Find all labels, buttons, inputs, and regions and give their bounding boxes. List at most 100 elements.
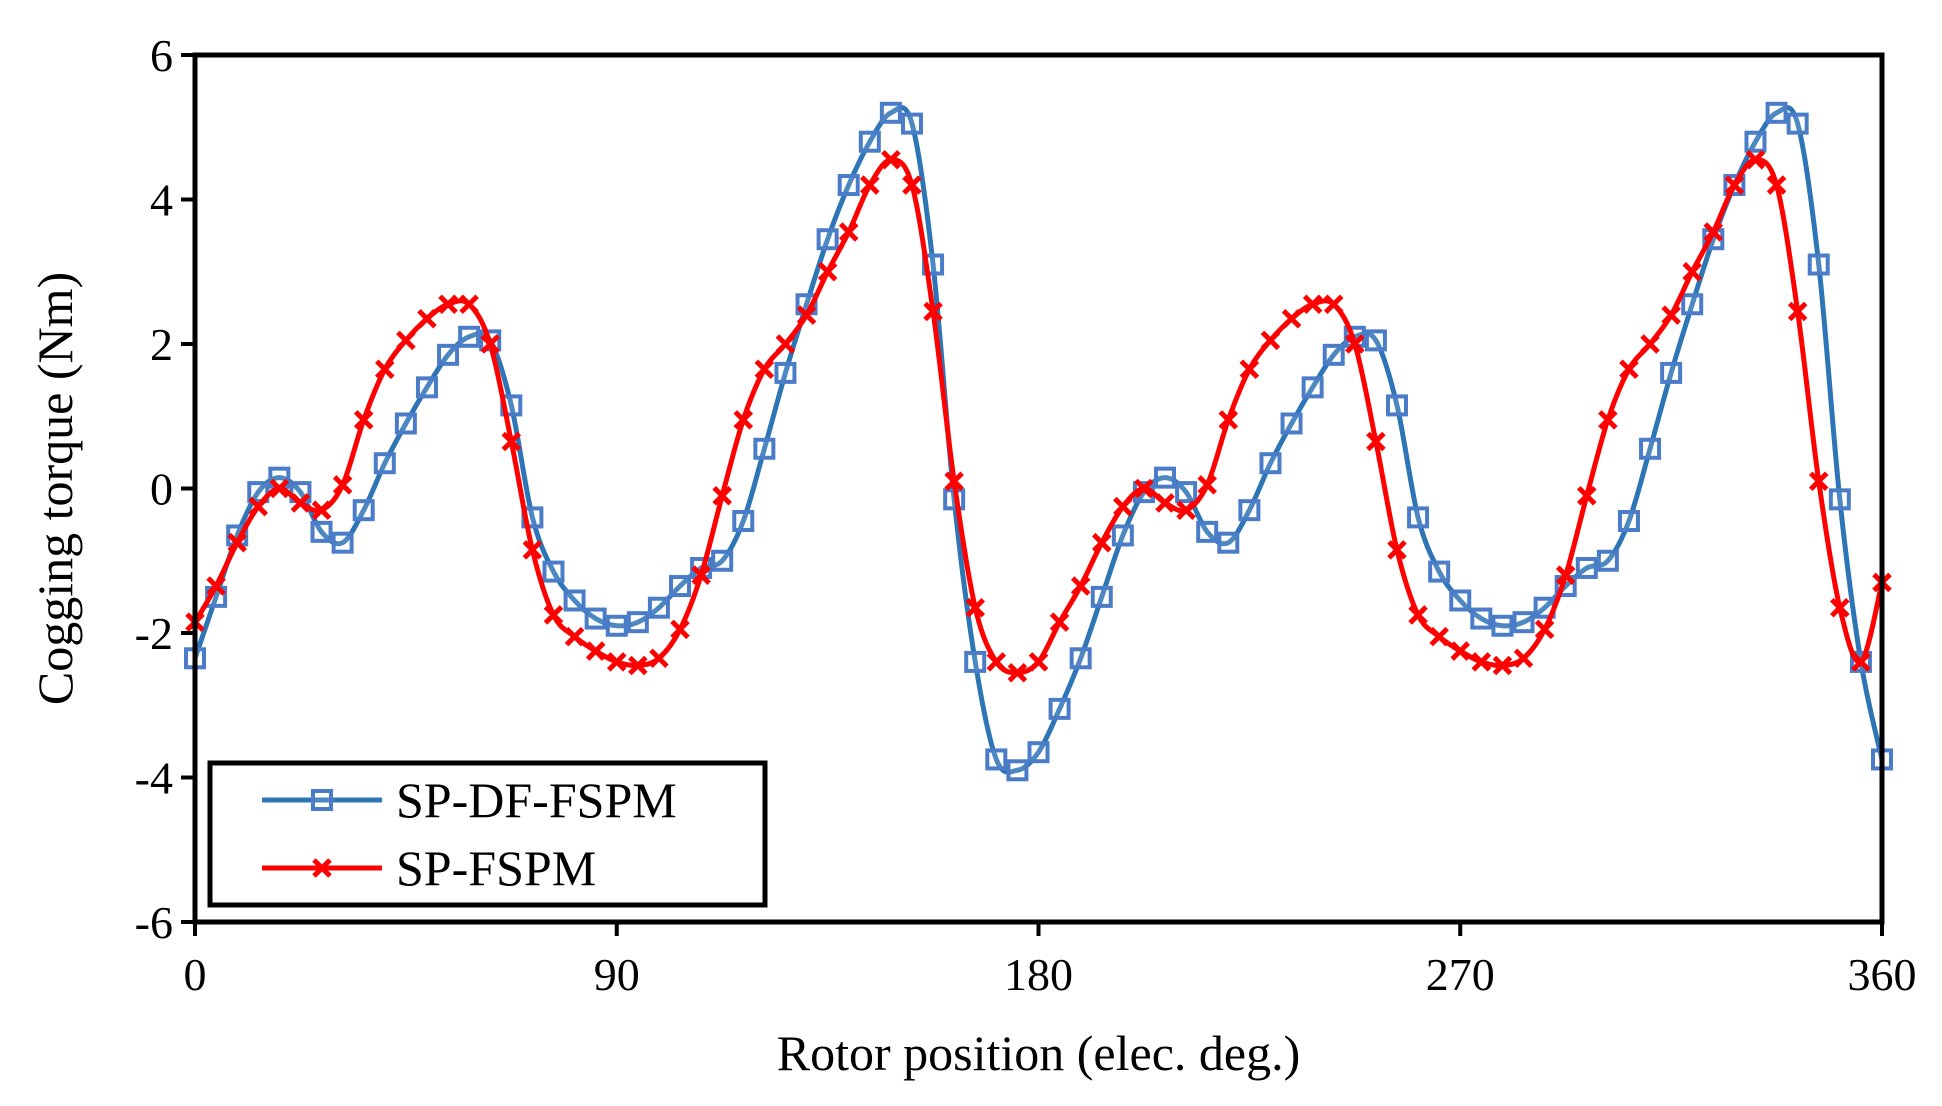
data-point-marker <box>1345 334 1365 354</box>
data-point-marker <box>838 222 859 242</box>
data-point-marker <box>1577 485 1597 506</box>
data-point-marker <box>711 549 734 572</box>
data-point-marker <box>796 305 817 325</box>
x-marker-stroke <box>1429 626 1449 647</box>
data-point-marker <box>1176 500 1196 520</box>
data-point-marker <box>1512 611 1535 634</box>
data-point-marker <box>1617 510 1640 533</box>
data-point-marker <box>775 334 796 354</box>
x-axis-title: Rotor position (elec. deg.) <box>777 1025 1301 1081</box>
series-sp-fspm <box>185 149 1892 683</box>
data-point-marker <box>1260 330 1281 351</box>
data-point-marker <box>290 493 311 513</box>
data-point-marker <box>733 410 754 430</box>
data-point-marker <box>879 101 902 124</box>
series-sp-df-fspm <box>184 101 1893 782</box>
x-marker-stroke <box>1197 475 1217 495</box>
x-marker-stroke <box>944 471 964 492</box>
x-marker-stroke <box>1851 652 1871 672</box>
x-marker-stroke <box>459 294 479 315</box>
data-point-marker <box>965 597 986 618</box>
data-point-marker <box>1197 475 1217 495</box>
data-point-marker <box>860 175 880 195</box>
data-point-marker <box>437 343 460 366</box>
data-point-marker <box>1513 648 1534 669</box>
data-point-marker <box>1534 619 1555 640</box>
x-marker-stroke <box>480 334 500 354</box>
data-point-marker <box>1385 394 1408 417</box>
x-marker-stroke <box>1661 305 1681 325</box>
data-point-marker <box>1639 437 1662 460</box>
x-marker-stroke <box>1830 597 1850 618</box>
data-point-marker <box>1786 112 1809 135</box>
data-point-marker <box>1217 531 1240 554</box>
data-point-marker <box>669 575 692 598</box>
x-marker-stroke <box>881 149 901 170</box>
data-point-marker <box>1851 652 1871 672</box>
legend-entry: SP-DF-FSPM <box>262 772 677 828</box>
x-marker-stroke <box>312 858 332 878</box>
x-marker-stroke <box>1028 652 1049 672</box>
data-point-marker <box>1555 565 1576 585</box>
data-point-marker <box>1807 253 1830 276</box>
x-marker-stroke <box>396 330 416 351</box>
data-point-marker <box>712 485 732 506</box>
x-marker-stroke <box>227 532 247 553</box>
data-point-marker <box>1745 149 1766 170</box>
x-marker-stroke <box>1555 565 1576 585</box>
data-point-marker <box>774 361 797 384</box>
data-point-marker <box>310 520 333 543</box>
data-point-marker <box>1681 293 1704 316</box>
data-point-marker <box>542 560 565 583</box>
data-point-marker <box>1090 585 1113 608</box>
data-point-marker <box>1006 759 1029 782</box>
series-line <box>192 105 1885 775</box>
data-point-marker <box>438 294 458 315</box>
y-tick-label: 2 <box>150 319 173 370</box>
data-point-marker <box>670 619 690 640</box>
data-point-marker <box>269 478 290 499</box>
x-marker-stroke <box>649 648 669 669</box>
data-point-marker <box>1808 471 1829 492</box>
data-point-marker <box>1155 493 1175 513</box>
data-point-marker <box>923 301 943 322</box>
x-marker-stroke <box>585 641 606 661</box>
data-point-marker <box>649 648 669 669</box>
x-marker-stroke <box>417 308 437 329</box>
data-point-marker <box>1364 329 1387 352</box>
x-marker-stroke <box>1239 359 1260 380</box>
data-point-marker <box>1828 488 1851 511</box>
x-marker-stroke <box>1281 308 1302 329</box>
data-point-marker <box>459 294 479 315</box>
data-point-marker <box>900 112 923 135</box>
data-point-marker <box>1765 101 1788 124</box>
data-point-marker <box>754 359 775 380</box>
legend-label: SP-FSPM <box>396 840 596 896</box>
x-marker-stroke <box>1534 619 1555 640</box>
x-marker-stroke <box>1387 540 1407 560</box>
data-point-marker <box>1091 532 1112 553</box>
x-marker-stroke <box>1134 478 1154 499</box>
data-point-marker <box>585 641 606 661</box>
data-point-marker <box>1070 576 1091 596</box>
data-point-marker <box>1259 452 1282 475</box>
x-marker-stroke <box>353 410 374 430</box>
data-point-marker <box>1302 294 1323 315</box>
data-point-marker <box>584 607 607 630</box>
x-marker-stroke <box>775 334 796 354</box>
data-point-marker <box>1724 175 1745 195</box>
data-point-marker <box>480 334 500 354</box>
data-point-marker <box>206 576 226 596</box>
data-point-marker <box>816 228 839 251</box>
x-marker-stroke <box>1176 500 1196 520</box>
x-marker-stroke <box>1513 648 1534 669</box>
x-marker-stroke <box>691 565 711 585</box>
data-point-marker <box>986 652 1007 672</box>
data-point-marker <box>1640 334 1660 354</box>
x-marker-stroke <box>1450 641 1471 661</box>
data-point-marker <box>902 175 922 195</box>
x-tick-label: 270 <box>1426 949 1495 1000</box>
data-point-marker <box>417 308 437 329</box>
data-point-marker <box>753 437 776 460</box>
x-marker-stroke <box>290 493 311 513</box>
